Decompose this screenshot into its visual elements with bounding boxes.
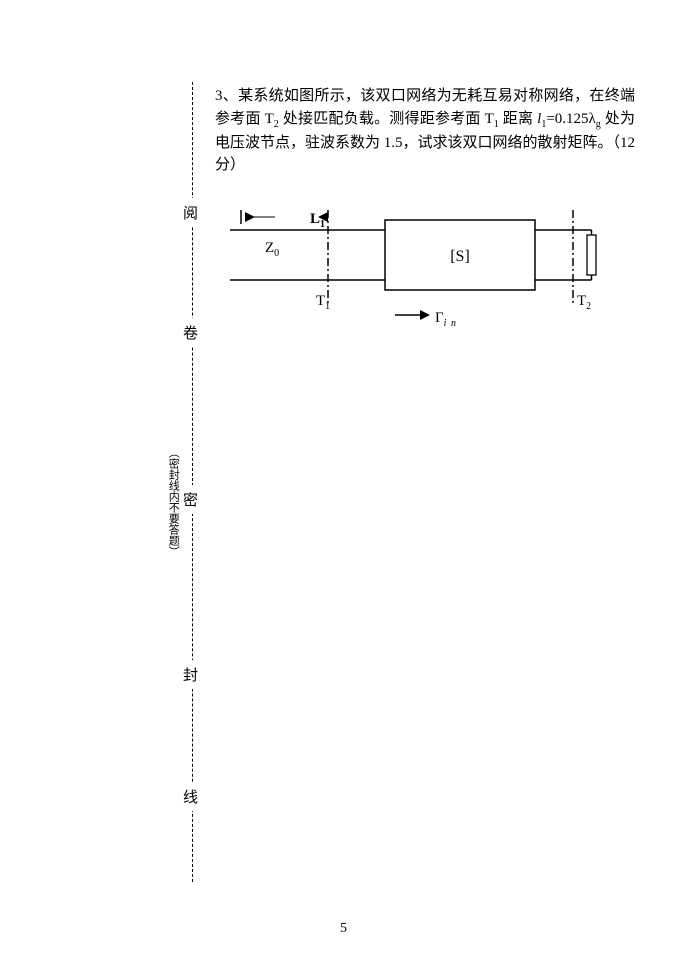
diagram-svg: [S]L1Z0T1T2Γi n <box>215 205 635 355</box>
seal-char: 阅 <box>183 198 198 227</box>
paren-close: ） <box>167 546 179 557</box>
seal-char: 密 <box>183 485 198 514</box>
page-number: 5 <box>0 921 687 937</box>
svg-text:[S]: [S] <box>450 248 470 265</box>
seal-vertical-note: （密封线内不要答题） <box>166 447 179 557</box>
seal-char: 封 <box>183 660 198 689</box>
q-p4: =0.125λ <box>546 111 595 127</box>
seal-char: 线 <box>183 782 198 811</box>
q-p3: 距离 <box>499 111 537 127</box>
exam-page: 阅卷密封线 （密封线内不要答题） 3、某系统如图所示，该双口网络为无耗互易对称网… <box>0 0 687 971</box>
svg-text:Z0: Z0 <box>265 240 279 259</box>
question-text: 3、某系统如图所示，该双口网络为无耗互易对称网络，在终端参考面 T2 处接匹配负… <box>215 85 635 177</box>
seal-note-text: 密封线内不要答题 <box>167 458 179 546</box>
circuit-diagram: [S]L1Z0T1T2Γi n <box>215 205 635 355</box>
q-sep: 、 <box>223 88 239 104</box>
q-num: 3 <box>215 88 223 104</box>
q-p2: 处接匹配负载。测得距参考面 T <box>279 111 494 127</box>
seal-char: 卷 <box>183 318 198 347</box>
svg-text:T2: T2 <box>577 293 591 312</box>
svg-text:Γi n: Γi n <box>435 310 457 329</box>
svg-text:L1: L1 <box>310 211 325 230</box>
paren-open: （ <box>167 447 179 458</box>
